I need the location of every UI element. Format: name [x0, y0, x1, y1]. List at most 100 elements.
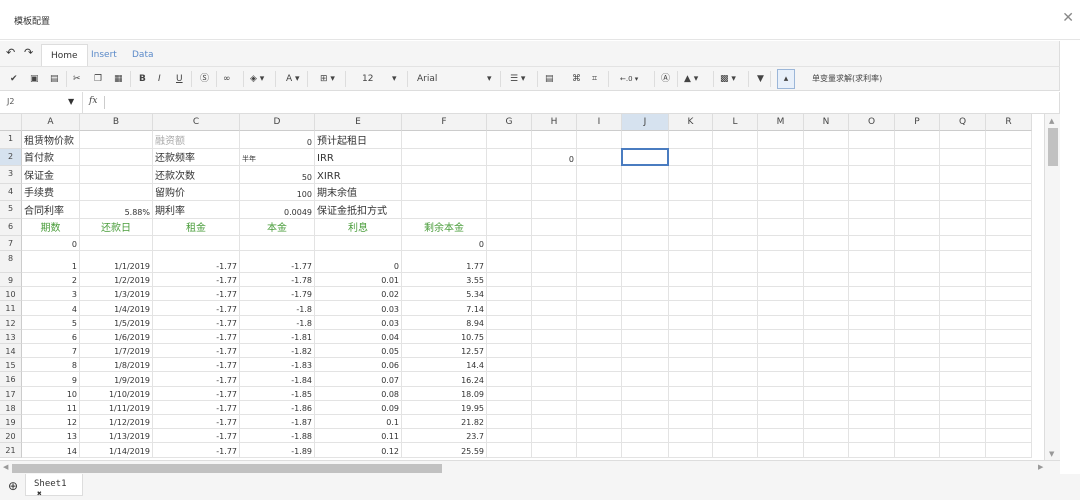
- cell-G20[interactable]: [487, 429, 532, 444]
- cell-I18[interactable]: [577, 400, 622, 415]
- cell-P10[interactable]: [895, 287, 940, 302]
- cell-J17[interactable]: [622, 386, 669, 401]
- row-header-8[interactable]: 8: [0, 251, 22, 273]
- cell-O8[interactable]: [849, 251, 895, 273]
- cell-Q18[interactable]: [940, 400, 986, 415]
- cell-F10[interactable]: 5.34: [402, 287, 487, 302]
- cell-I6[interactable]: [577, 218, 622, 236]
- cell-L10[interactable]: [713, 287, 758, 302]
- row-header-18[interactable]: 18: [0, 400, 22, 415]
- cell-J16[interactable]: [622, 372, 669, 387]
- cell-N16[interactable]: [804, 372, 849, 387]
- cell-P4[interactable]: [895, 183, 940, 201]
- cell-O5[interactable]: [849, 201, 895, 219]
- cell-J20[interactable]: [622, 429, 669, 444]
- tab-home[interactable]: Home: [41, 44, 88, 66]
- cell-F15[interactable]: 14.4: [402, 358, 487, 373]
- cell-R20[interactable]: [986, 429, 1032, 444]
- cell-A10[interactable]: 3: [22, 287, 80, 302]
- cell-O3[interactable]: [849, 166, 895, 184]
- cell-B20[interactable]: 1/13/2019: [80, 429, 153, 444]
- cell-K1[interactable]: [669, 131, 713, 149]
- cell-P14[interactable]: [895, 344, 940, 359]
- cell-H11[interactable]: [532, 301, 577, 316]
- cell-Q19[interactable]: [940, 415, 986, 430]
- cell-K12[interactable]: [669, 315, 713, 330]
- cell-P13[interactable]: [895, 329, 940, 344]
- cell-R18[interactable]: [986, 400, 1032, 415]
- link-icon[interactable]: ∞: [223, 74, 231, 84]
- insert-column-icon[interactable]: ▩ ▾: [720, 74, 736, 84]
- cell-O11[interactable]: [849, 301, 895, 316]
- cell-A5[interactable]: 合同利率: [22, 201, 80, 219]
- cell-F18[interactable]: 19.95: [402, 400, 487, 415]
- cell-Q3[interactable]: [940, 166, 986, 184]
- cell-B8[interactable]: 1/1/2019: [80, 251, 153, 273]
- cell-P9[interactable]: [895, 273, 940, 288]
- cell-K21[interactable]: [669, 443, 713, 458]
- cell-G3[interactable]: [487, 166, 532, 184]
- cell-M21[interactable]: [758, 443, 804, 458]
- column-header-R[interactable]: R: [986, 114, 1032, 131]
- vertical-scrollbar[interactable]: ▲ ▼: [1044, 114, 1060, 460]
- cell-O7[interactable]: [849, 236, 895, 251]
- cell-J1[interactable]: [622, 131, 669, 149]
- cell-I16[interactable]: [577, 372, 622, 387]
- cell-C10[interactable]: -1.77: [153, 287, 240, 302]
- cell-R19[interactable]: [986, 415, 1032, 430]
- cell-O14[interactable]: [849, 344, 895, 359]
- cell-C18[interactable]: -1.77: [153, 400, 240, 415]
- cell-Q1[interactable]: [940, 131, 986, 149]
- cell-L11[interactable]: [713, 301, 758, 316]
- cell-P3[interactable]: [895, 166, 940, 184]
- cell-K7[interactable]: [669, 236, 713, 251]
- cell-N4[interactable]: [804, 183, 849, 201]
- name-box[interactable]: J2: [7, 97, 15, 106]
- cell-A4[interactable]: 手续费: [22, 183, 80, 201]
- cell-E2[interactable]: IRR: [315, 148, 402, 166]
- cell-P8[interactable]: [895, 251, 940, 273]
- cell-Q15[interactable]: [940, 358, 986, 373]
- cell-M16[interactable]: [758, 372, 804, 387]
- cell-C3[interactable]: 还款次数: [153, 166, 240, 184]
- cell-K5[interactable]: [669, 201, 713, 219]
- cell-D20[interactable]: -1.88: [240, 429, 315, 444]
- cell-A21[interactable]: 14: [22, 443, 80, 458]
- cell-E15[interactable]: 0.06: [315, 358, 402, 373]
- cell-F5[interactable]: [402, 201, 487, 219]
- cell-Q14[interactable]: [940, 344, 986, 359]
- cell-F12[interactable]: 8.94: [402, 315, 487, 330]
- cell-L19[interactable]: [713, 415, 758, 430]
- cell-K6[interactable]: [669, 218, 713, 236]
- cell-R1[interactable]: [986, 131, 1032, 149]
- cell-B7[interactable]: [80, 236, 153, 251]
- cell-G2[interactable]: [487, 148, 532, 166]
- cell-M14[interactable]: [758, 344, 804, 359]
- cell-L5[interactable]: [713, 201, 758, 219]
- cell-M4[interactable]: [758, 183, 804, 201]
- cell-I13[interactable]: [577, 329, 622, 344]
- column-header-C[interactable]: C: [153, 114, 240, 131]
- column-header-A[interactable]: A: [22, 114, 80, 131]
- cell-B2[interactable]: [80, 148, 153, 166]
- cell-N21[interactable]: [804, 443, 849, 458]
- cell-R11[interactable]: [986, 301, 1032, 316]
- cell-Q11[interactable]: [940, 301, 986, 316]
- cell-A3[interactable]: 保证金: [22, 166, 80, 184]
- cell-Q20[interactable]: [940, 429, 986, 444]
- column-header-P[interactable]: P: [895, 114, 940, 131]
- cell-C15[interactable]: -1.77: [153, 358, 240, 373]
- cell-E11[interactable]: 0.03: [315, 301, 402, 316]
- cell-M6[interactable]: [758, 218, 804, 236]
- cell-C13[interactable]: -1.77: [153, 329, 240, 344]
- cell-K16[interactable]: [669, 372, 713, 387]
- cell-P17[interactable]: [895, 386, 940, 401]
- cell-N20[interactable]: [804, 429, 849, 444]
- cell-H3[interactable]: [532, 166, 577, 184]
- cell-K2[interactable]: [669, 148, 713, 166]
- cell-L9[interactable]: [713, 273, 758, 288]
- column-header-I[interactable]: I: [577, 114, 622, 131]
- cell-N10[interactable]: [804, 287, 849, 302]
- cell-K4[interactable]: [669, 183, 713, 201]
- cell-G13[interactable]: [487, 329, 532, 344]
